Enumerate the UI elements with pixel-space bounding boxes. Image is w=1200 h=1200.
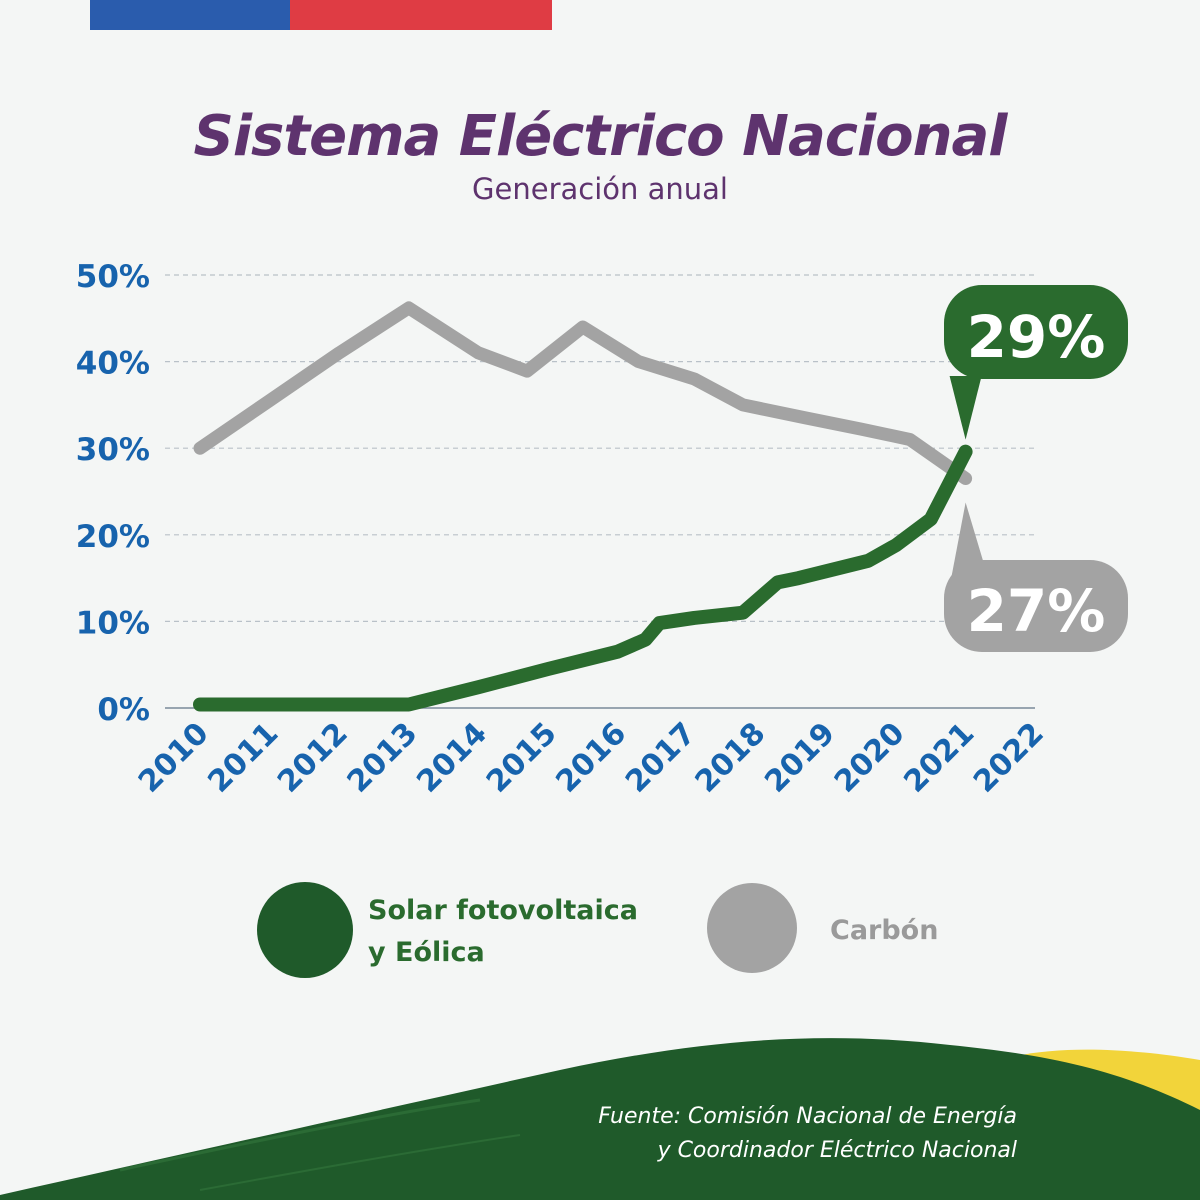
callout-solar-value: 29%	[967, 303, 1106, 371]
chart-title: Sistema Eléctrico Nacional	[193, 104, 1008, 169]
x-tick-label: 2012	[271, 716, 355, 800]
legend-label-solar: Solar fotovoltaica y Eólica	[368, 890, 688, 974]
callout-coal-pointer	[951, 502, 988, 576]
x-tick-label: 2018	[689, 716, 773, 800]
y-tick-label: 0%	[97, 692, 150, 728]
legend-solar-line2: y Eólica	[368, 937, 485, 968]
x-tick-label: 2017	[619, 716, 703, 800]
x-tick-label: 2011	[201, 716, 285, 800]
y-tick-label: 10%	[76, 605, 150, 641]
x-tick-label: 2022	[967, 716, 1051, 800]
chart-subtitle: Generación anual	[472, 172, 728, 206]
legend-label-coal: Carbón	[830, 915, 939, 946]
y-tick-label: 40%	[76, 346, 150, 382]
x-tick-label: 2015	[480, 716, 564, 800]
flag-stripe-red	[290, 0, 552, 30]
x-tick-label: 2010	[132, 716, 216, 800]
x-tick-label: 2021	[897, 716, 981, 800]
legend-swatch-coal	[707, 883, 797, 973]
y-tick-label: 30%	[76, 432, 150, 468]
source-line-2: y Coordinador Eléctrico Nacional	[657, 1138, 1017, 1163]
source-note: Fuente: Comisión Nacional de Energía y C…	[598, 1100, 1017, 1168]
flag-stripe-blue	[90, 0, 290, 30]
series-line-coal	[193, 301, 973, 485]
callout-solar-bubble	[944, 285, 1128, 379]
footer-brush-wave	[0, 1038, 1200, 1200]
x-tick-label: 2016	[549, 716, 633, 800]
x-tick-label: 2014	[410, 716, 494, 800]
callout-coal-value: 27%	[967, 577, 1106, 645]
callout-solar-pointer	[949, 376, 982, 440]
callout-solar: 29%	[944, 285, 1128, 440]
x-tick-label: 2019	[758, 716, 842, 800]
callout-coal: 27%	[944, 502, 1128, 652]
source-line-1: Fuente: Comisión Nacional de Energía	[598, 1104, 1017, 1129]
x-tick-label: 2013	[341, 716, 425, 800]
y-tick-label: 50%	[76, 259, 150, 295]
legend-swatch-solar	[257, 882, 353, 978]
y-tick-label: 20%	[76, 519, 150, 555]
legend-solar-line1: Solar fotovoltaica	[368, 895, 638, 926]
series-line-solar	[193, 444, 973, 712]
callout-coal-bubble	[944, 560, 1128, 652]
x-tick-label: 2020	[828, 716, 912, 800]
